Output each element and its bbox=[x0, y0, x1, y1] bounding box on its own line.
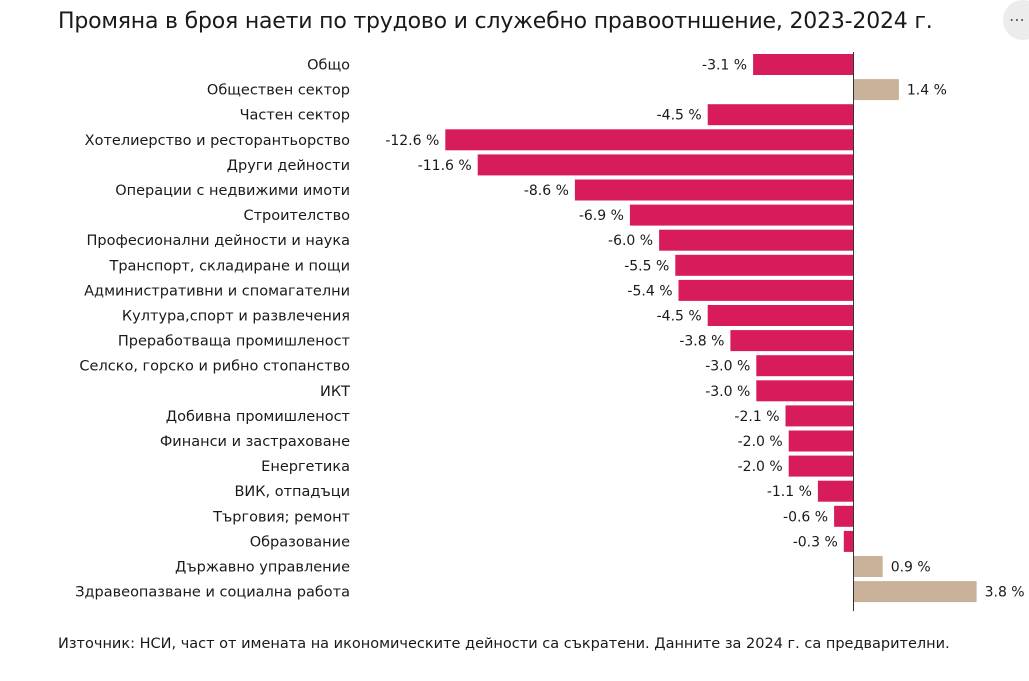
negative-bar bbox=[659, 229, 854, 251]
negative-bar bbox=[675, 254, 854, 276]
negative-bar bbox=[707, 104, 854, 126]
negative-bar bbox=[445, 129, 854, 151]
category-label: Финанси и застраховане bbox=[160, 434, 350, 450]
category-label: Здравеопазване и социална работа bbox=[75, 585, 350, 601]
value-label: -8.6 % bbox=[524, 183, 569, 199]
value-label: -3.1 % bbox=[702, 58, 747, 74]
value-label: -4.5 % bbox=[657, 108, 702, 124]
value-label: -12.6 % bbox=[385, 133, 439, 149]
category-label: Строителство bbox=[243, 208, 350, 224]
category-label: ВИК, отпадъци bbox=[234, 484, 350, 500]
category-label: Търговия; ремонт bbox=[212, 509, 350, 525]
value-label: -11.6 % bbox=[418, 158, 472, 174]
category-label: Култура,спорт и развлечения bbox=[122, 309, 350, 325]
bars-layer bbox=[445, 54, 977, 603]
value-label: -1.1 % bbox=[767, 484, 812, 500]
negative-bar bbox=[843, 530, 854, 552]
ellipsis-icon: ⋯ bbox=[1009, 10, 1025, 29]
negative-bar bbox=[834, 505, 854, 527]
negative-bar bbox=[788, 455, 854, 477]
category-label: Други дейности bbox=[227, 158, 350, 174]
category-label: Хотелиерство и ресторантьорство bbox=[85, 133, 350, 149]
negative-bar bbox=[730, 330, 854, 352]
value-label: 3.8 % bbox=[985, 585, 1025, 601]
positive-bar bbox=[853, 79, 899, 101]
category-label: Образование bbox=[250, 534, 350, 550]
value-label: -2.0 % bbox=[738, 434, 783, 450]
category-label: Административни и спомагателни bbox=[84, 283, 350, 299]
negative-bar bbox=[629, 204, 854, 226]
negative-bar bbox=[785, 405, 854, 427]
category-label: ИКТ bbox=[320, 384, 350, 400]
category-label: Обществен сектор bbox=[207, 83, 350, 99]
value-label: -0.3 % bbox=[793, 534, 838, 550]
positive-bar bbox=[853, 556, 883, 577]
negative-bar bbox=[678, 279, 854, 301]
chart-title: Промяна в броя наети по трудово и служеб… bbox=[58, 9, 933, 34]
category-label: Професионални дейности и наука bbox=[86, 233, 350, 249]
value-label: -6.0 % bbox=[608, 233, 653, 249]
positive-bar bbox=[853, 581, 977, 603]
negative-bar bbox=[756, 380, 854, 402]
category-label: Частен сектор bbox=[240, 108, 350, 124]
category-label: Енергетика bbox=[261, 459, 350, 475]
negative-bar bbox=[477, 154, 854, 176]
negative-bar bbox=[753, 54, 854, 75]
category-label: Операции с недвижими имоти bbox=[115, 183, 350, 199]
category-label: Общо bbox=[307, 58, 350, 74]
negative-bar bbox=[574, 179, 854, 201]
more-options-button[interactable]: ⋯ bbox=[1003, 0, 1029, 40]
value-label: -3.0 % bbox=[705, 359, 750, 375]
category-label: Селско, горско и рибно стопанство bbox=[79, 359, 350, 375]
value-label: -5.5 % bbox=[624, 258, 669, 274]
negative-bar bbox=[707, 305, 854, 326]
value-label: 1.4 % bbox=[907, 83, 947, 99]
value-label: -6.9 % bbox=[579, 208, 624, 224]
category-label: Добивна промишленост bbox=[166, 409, 351, 425]
value-label: -4.5 % bbox=[657, 309, 702, 325]
bar-chart: Общо -3.1 % Обществен сектор 1.4 % Частен се… bbox=[75, 52, 1025, 612]
source-note: Източник: НСИ, част от имената на иконом… bbox=[58, 636, 950, 652]
negative-bar bbox=[817, 480, 854, 502]
value-label: -0.6 % bbox=[783, 509, 828, 525]
value-label: -5.4 % bbox=[627, 283, 672, 299]
negative-bar bbox=[756, 355, 854, 377]
value-label: 0.9 % bbox=[891, 560, 931, 576]
value-label: -3.8 % bbox=[679, 334, 724, 350]
negative-bar bbox=[788, 430, 854, 452]
category-label: Транспорт, складиране и пощи bbox=[108, 258, 350, 274]
labels-layer: Общо -3.1 % Обществен сектор 1.4 % Частен се… bbox=[75, 58, 1024, 601]
value-label: -2.0 % bbox=[738, 459, 783, 475]
category-label: Преработваща промишленост bbox=[118, 334, 351, 350]
category-label: Държавно управление bbox=[175, 560, 350, 576]
value-label: -2.1 % bbox=[734, 409, 779, 425]
value-label: -3.0 % bbox=[705, 384, 750, 400]
